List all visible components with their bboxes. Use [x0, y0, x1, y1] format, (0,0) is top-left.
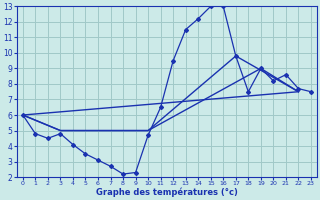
X-axis label: Graphe des températures (°c): Graphe des températures (°c)	[96, 188, 238, 197]
